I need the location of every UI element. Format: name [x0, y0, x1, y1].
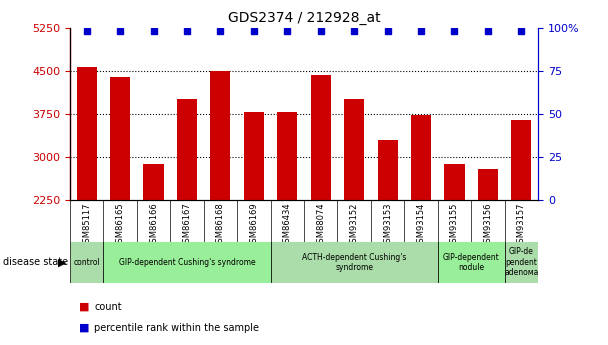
Text: disease state: disease state [3, 257, 68, 267]
Bar [103, 241, 271, 283]
Text: GSM93154: GSM93154 [416, 202, 426, 248]
Text: GIP-dependent
nodule: GIP-dependent nodule [443, 253, 500, 272]
Bar [277, 111, 297, 200]
Text: control: control [74, 258, 100, 267]
Text: GSM86165: GSM86165 [116, 202, 125, 248]
Text: GIP-de
pendent
adenoма: GIP-de pendent adenoма [504, 247, 539, 277]
Bar [110, 77, 130, 200]
Text: GSM86434: GSM86434 [283, 202, 292, 248]
Text: GSM86168: GSM86168 [216, 202, 225, 248]
Text: GSM86169: GSM86169 [249, 202, 258, 248]
Text: GSM86166: GSM86166 [149, 202, 158, 248]
Bar [271, 241, 438, 283]
Text: ■: ■ [79, 323, 89, 333]
Bar [77, 67, 97, 200]
Text: ■: ■ [79, 302, 89, 312]
Text: GIP-dependent Cushing's syndrome: GIP-dependent Cushing's syndrome [119, 258, 255, 267]
Bar [244, 111, 264, 200]
Bar [378, 140, 398, 200]
Bar [311, 75, 331, 200]
Text: percentile rank within the sample: percentile rank within the sample [94, 323, 259, 333]
Text: GSM93155: GSM93155 [450, 202, 459, 248]
Title: GDS2374 / 212928_at: GDS2374 / 212928_at [227, 11, 381, 25]
Bar [70, 241, 103, 283]
Text: GSM88074: GSM88074 [316, 202, 325, 248]
Bar [210, 71, 230, 200]
Bar [505, 241, 538, 283]
Bar [511, 120, 531, 200]
Bar [143, 165, 164, 200]
Bar [177, 99, 197, 200]
Text: GSM85117: GSM85117 [82, 202, 91, 248]
Bar [438, 241, 505, 283]
Text: GSM86167: GSM86167 [182, 202, 192, 248]
Text: GSM93152: GSM93152 [350, 202, 359, 248]
Bar [444, 165, 465, 200]
Text: count: count [94, 302, 122, 312]
Bar [478, 169, 498, 200]
Bar [411, 115, 431, 200]
Bar [344, 99, 364, 200]
Text: GSM93156: GSM93156 [483, 202, 492, 248]
Text: ▶: ▶ [58, 257, 66, 267]
Text: ACTH-dependent Cushing's
syndrome: ACTH-dependent Cushing's syndrome [302, 253, 406, 272]
Text: GSM93153: GSM93153 [383, 202, 392, 248]
Text: GSM93157: GSM93157 [517, 202, 526, 248]
